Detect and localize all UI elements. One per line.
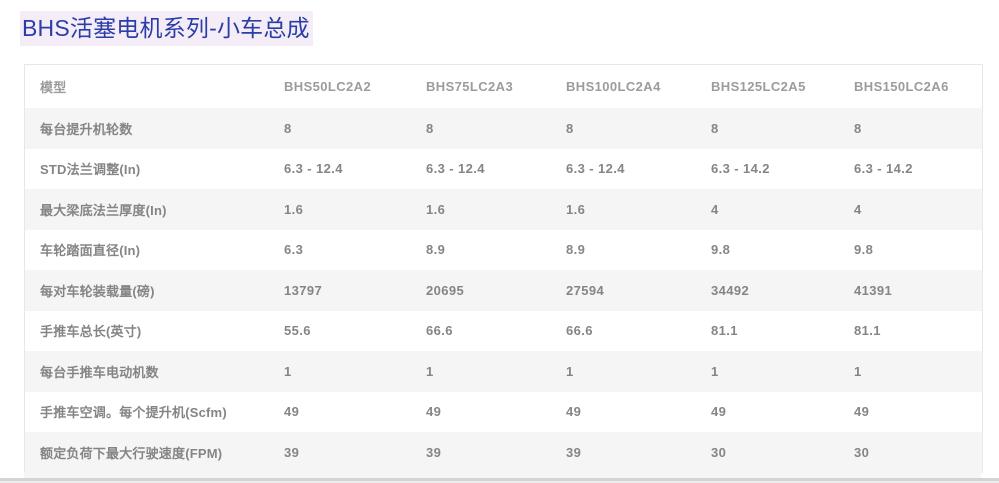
cell-value: 8 <box>566 120 574 136</box>
cell-value: 4 <box>711 201 719 217</box>
table-row: 手推车总长(英寸) 55.6 66.6 66.6 81.1 81.1 <box>25 311 982 352</box>
cell-value: 6.3 - 12.4 <box>426 161 485 177</box>
cell-value: 8 <box>854 120 862 136</box>
cell-value: 8.9 <box>566 242 586 258</box>
row-label: 手推车空调。每个提升机(Scfm) <box>40 405 227 421</box>
table-header-row: 模型 BHS50LC2A2 BHS75LC2A3 BHS100LC2A4 BHS… <box>25 65 982 108</box>
cell-value: 8 <box>284 120 292 136</box>
cell-value: 13797 <box>284 282 323 298</box>
cell-value: 49 <box>566 404 582 420</box>
cell-value: 39 <box>566 444 582 460</box>
cell-value: 1.6 <box>566 201 586 217</box>
cell-value: 9.8 <box>711 242 731 258</box>
table-row: 每台提升机轮数 8 8 8 8 8 <box>25 108 982 149</box>
cell-value: 8 <box>426 120 434 136</box>
cell-value: 6.3 - 12.4 <box>566 161 625 177</box>
cell-value: 81.1 <box>854 323 881 339</box>
cell-value: 6.3 - 12.4 <box>284 161 343 177</box>
cell-value: 1 <box>566 363 574 379</box>
cell-value: 9.8 <box>854 242 874 258</box>
row-label: 每对车轮装载量(磅) <box>40 283 155 299</box>
cell-value: 4 <box>854 201 862 217</box>
page-title-highlight: BHS活塞电机系列-小车总成 <box>20 11 313 46</box>
cell-value: 6.3 - 14.2 <box>711 161 770 177</box>
cell-value: 30 <box>854 444 870 460</box>
cell-value: 49 <box>284 404 300 420</box>
bottom-divider-shadow <box>0 481 999 483</box>
cell-value: 39 <box>426 444 442 460</box>
cell-value: 8 <box>711 120 719 136</box>
table-row: 手推车空调。每个提升机(Scfm) 49 49 49 49 49 <box>25 392 982 433</box>
cell-value: 8.9 <box>426 242 446 258</box>
cell-value: 1 <box>854 363 862 379</box>
column-header-bhs150lc2a6: BHS150LC2A6 <box>854 79 949 94</box>
cell-value: 55.6 <box>284 323 311 339</box>
cell-value: 1 <box>426 363 434 379</box>
table-row: 最大梁底法兰厚度(In) 1.6 1.6 1.6 4 4 <box>25 189 982 230</box>
cell-value: 6.3 <box>284 242 304 258</box>
table-row: 每台手推车电动机数 1 1 1 1 1 <box>25 351 982 392</box>
cell-value: 49 <box>711 404 727 420</box>
cell-value: 27594 <box>566 282 605 298</box>
cell-value: 30 <box>711 444 727 460</box>
page-title: BHS活塞电机系列-小车总成 <box>20 9 313 46</box>
cell-value: 1.6 <box>426 201 446 217</box>
row-label: 最大梁底法兰厚度(In) <box>40 202 167 218</box>
table-row: 额定负荷下最大行驶速度(FPM) 39 39 39 30 30 <box>25 432 982 473</box>
cell-value: 1.6 <box>284 201 304 217</box>
row-label: 每台提升机轮数 <box>40 121 133 137</box>
table-bottom-strip <box>24 472 981 478</box>
table-body: 每台提升机轮数 8 8 8 8 8 STD法兰调整(In) 6.3 - 12.4 6.3 - 1… <box>25 108 982 473</box>
cell-value: 1 <box>284 363 292 379</box>
spec-table: 模型 BHS50LC2A2 BHS75LC2A3 BHS100LC2A4 BHS… <box>24 64 983 473</box>
table-row: 车轮踏面直径(In) 6.3 8.9 8.9 9.8 9.8 <box>25 230 982 271</box>
table-row: STD法兰调整(In) 6.3 - 12.4 6.3 - 12.4 6.3 - 12.… <box>25 149 982 190</box>
column-header-bhs75lc2a3: BHS75LC2A3 <box>426 79 514 94</box>
column-header-bhs100lc2a4: BHS100LC2A4 <box>566 79 661 94</box>
cell-value: 66.6 <box>566 323 593 339</box>
cell-value: 81.1 <box>711 323 738 339</box>
cell-value: 39 <box>284 444 300 460</box>
table-row: 每对车轮装载量(磅) 13797 20695 27594 34492 41391 <box>25 270 982 311</box>
cell-value: 66.6 <box>426 323 453 339</box>
cell-value: 20695 <box>426 282 465 298</box>
cell-value: 1 <box>711 363 719 379</box>
cell-value: 41391 <box>854 282 893 298</box>
column-header-bhs125lc2a5: BHS125LC2A5 <box>711 79 806 94</box>
row-label: 车轮踏面直径(In) <box>40 243 141 259</box>
row-label: STD法兰调整(In) <box>40 162 141 178</box>
column-header-bhs50lc2a2: BHS50LC2A2 <box>284 79 372 94</box>
bottom-divider <box>0 478 999 481</box>
row-label: 额定负荷下最大行驶速度(FPM) <box>40 445 223 461</box>
cell-value: 6.3 - 14.2 <box>854 161 913 177</box>
column-header-model: 模型 <box>40 80 67 95</box>
cell-value: 49 <box>854 404 870 420</box>
cell-value: 34492 <box>711 282 750 298</box>
cell-value: 49 <box>426 404 442 420</box>
row-label: 每台手推车电动机数 <box>40 364 159 380</box>
row-label: 手推车总长(英寸) <box>40 324 142 340</box>
